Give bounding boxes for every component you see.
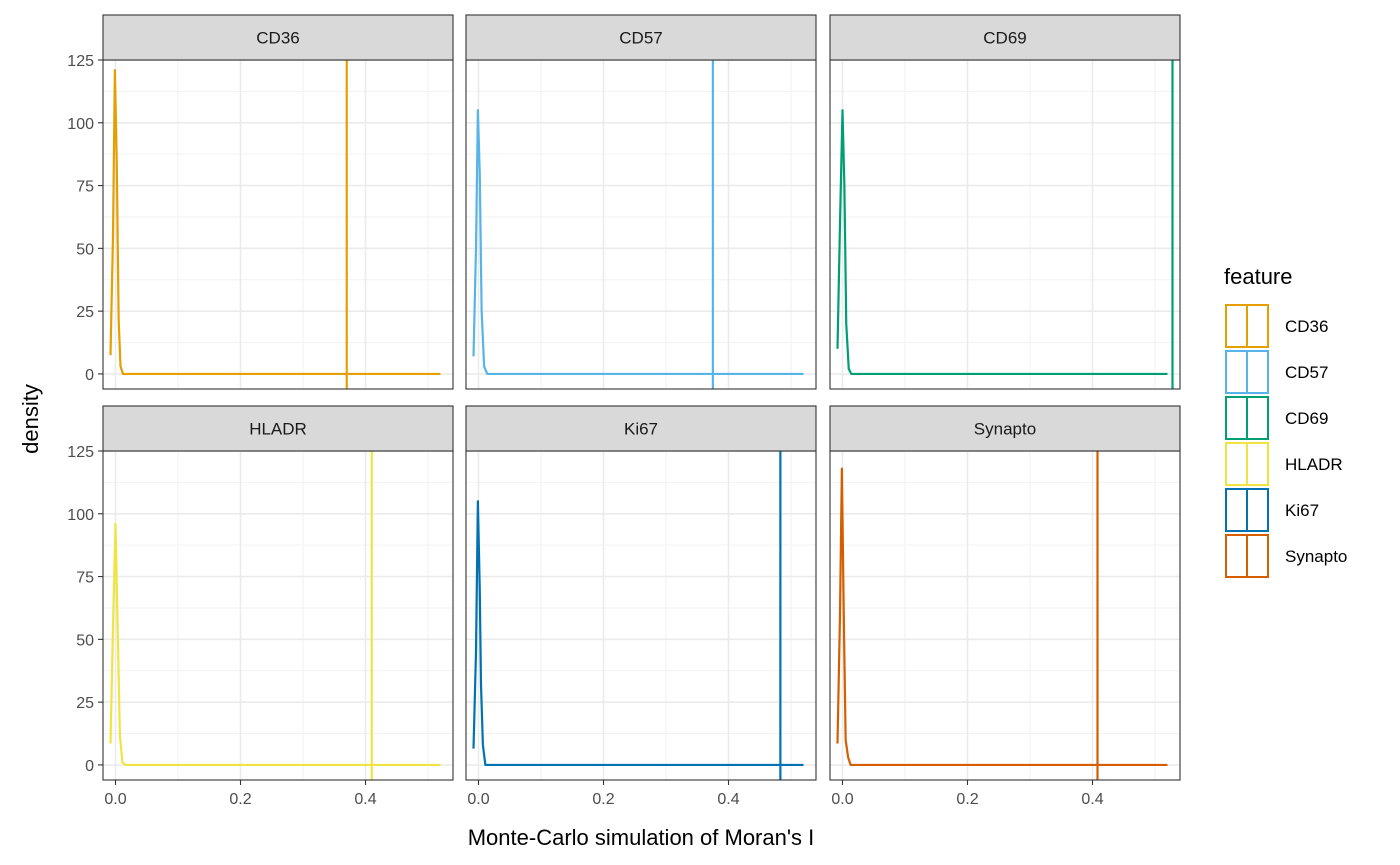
strip-background	[465, 14, 817, 61]
legend-label-ki67: Ki67	[1285, 501, 1319, 520]
x-tick-label: 0.0	[467, 791, 489, 808]
panel-background	[830, 451, 1180, 780]
strip-label-hladr: HLADR	[249, 420, 307, 439]
legend-item-cd69: CD69	[1225, 396, 1328, 440]
x-axis-title: Monte-Carlo simulation of Moran's I	[468, 825, 815, 850]
legend-title: feature	[1224, 264, 1293, 289]
y-tick-label: 0	[85, 367, 94, 384]
panel-background	[103, 451, 453, 780]
y-tick-label: 125	[67, 444, 94, 461]
strip-label-synapto: Synapto	[974, 420, 1036, 439]
x-tick-label: 0.2	[229, 791, 251, 808]
legend-label-synapto: Synapto	[1285, 547, 1347, 566]
legend-item-cd36: CD36	[1225, 304, 1328, 348]
x-tick-label: 0.4	[354, 791, 376, 808]
density-line-cd57	[472, 109, 804, 376]
x-tick-label: 0.4	[717, 791, 739, 808]
x-tick-label: 0.2	[592, 791, 614, 808]
y-tick-label: 50	[76, 632, 94, 649]
panel-background	[830, 60, 1180, 389]
y-tick-label: 75	[76, 570, 94, 587]
y-tick-label: 100	[67, 507, 94, 524]
panel-background	[466, 451, 816, 780]
density-line-cd36	[109, 68, 441, 376]
legend-label-cd57: CD57	[1285, 363, 1328, 382]
legend-label-cd36: CD36	[1285, 317, 1328, 336]
legend-label-cd69: CD69	[1285, 409, 1328, 428]
y-tick-label: 50	[76, 241, 94, 258]
legend-item-synapto: Synapto	[1225, 534, 1347, 578]
y-tick-label: 25	[76, 695, 94, 712]
y-axis-title: density	[18, 384, 43, 454]
density-line-hladr	[109, 522, 441, 767]
facet-cd69: CD69	[829, 14, 1181, 390]
panel-background	[103, 60, 453, 389]
facet-synapto: Synapto 0.0 0.2 0.4	[829, 405, 1181, 808]
density-line-cd69	[836, 109, 1168, 376]
facet-ki67: Ki67 0.0 0.2 0.4	[465, 405, 817, 808]
strip-background	[102, 14, 454, 61]
strip-label-cd36: CD36	[256, 29, 299, 48]
density-line-ki67	[472, 500, 804, 767]
legend-label-hladr: HLADR	[1285, 455, 1343, 474]
facet-cd36: CD36 0 25 50 75 100 125	[67, 14, 454, 390]
y-tick-label: 0	[85, 758, 94, 775]
strip-background	[465, 405, 817, 452]
x-tick-label: 0.0	[104, 791, 126, 808]
y-tick-label: 75	[76, 179, 94, 196]
facet-cd57: CD57	[465, 14, 817, 390]
legend-item-ki67: Ki67	[1225, 488, 1319, 532]
y-tick-label: 25	[76, 304, 94, 321]
legend: feature CD36 CD57 CD69 HLADR Ki67 Synapto	[1224, 264, 1347, 578]
strip-label-cd69: CD69	[983, 29, 1026, 48]
y-tick-label: 125	[67, 53, 94, 70]
legend-item-hladr: HLADR	[1225, 442, 1343, 486]
x-tick-label: 0.2	[956, 791, 978, 808]
y-tick-label: 100	[67, 116, 94, 133]
strip-label-cd57: CD57	[619, 29, 662, 48]
facet-panels: CD36 0 25 50 75 100 125 CD57 CD69 HLADR 0 25 50 75 100…	[67, 14, 1181, 808]
strip-background	[102, 405, 454, 452]
strip-label-ki67: Ki67	[624, 420, 658, 439]
strip-background	[829, 405, 1181, 452]
x-tick-label: 0.4	[1081, 791, 1103, 808]
strip-background	[829, 14, 1181, 61]
density-line-synapto	[836, 467, 1168, 767]
panel-background	[466, 60, 816, 389]
legend-item-cd57: CD57	[1225, 350, 1328, 394]
x-tick-label: 0.0	[831, 791, 853, 808]
facet-hladr: HLADR 0 25 50 75 100 125 0.0 0.2 0.4	[67, 405, 454, 808]
